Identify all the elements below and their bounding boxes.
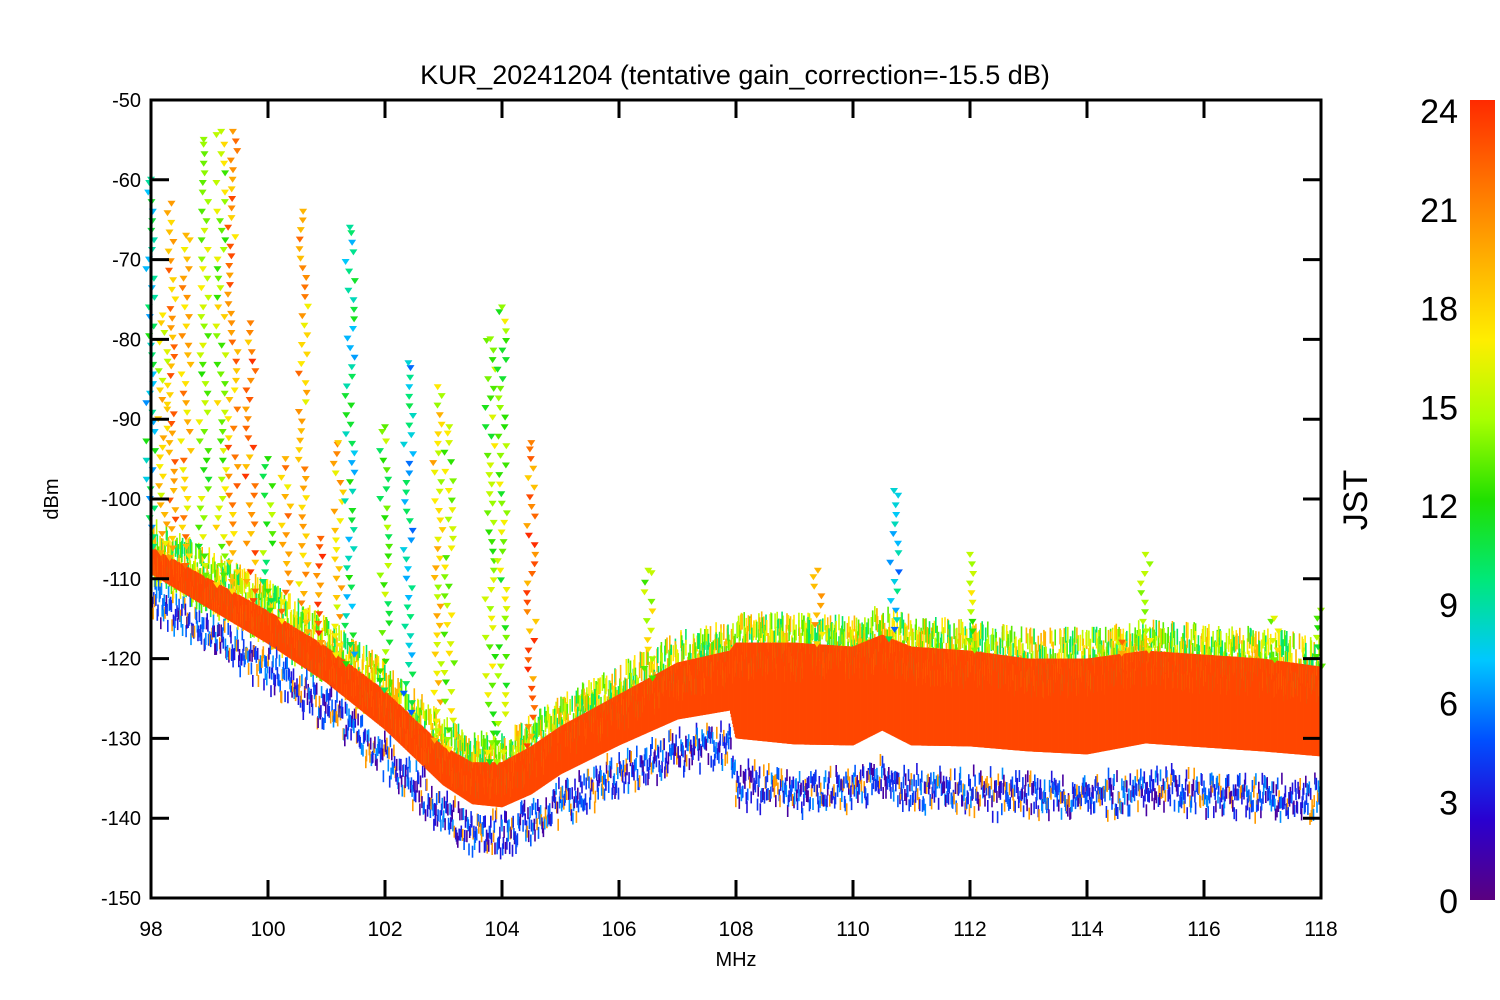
baseline-band (150, 519, 1322, 860)
chart-title: KUR_20241204 (tentative gain_correction=… (420, 60, 1050, 90)
data-marks (142, 128, 1326, 860)
